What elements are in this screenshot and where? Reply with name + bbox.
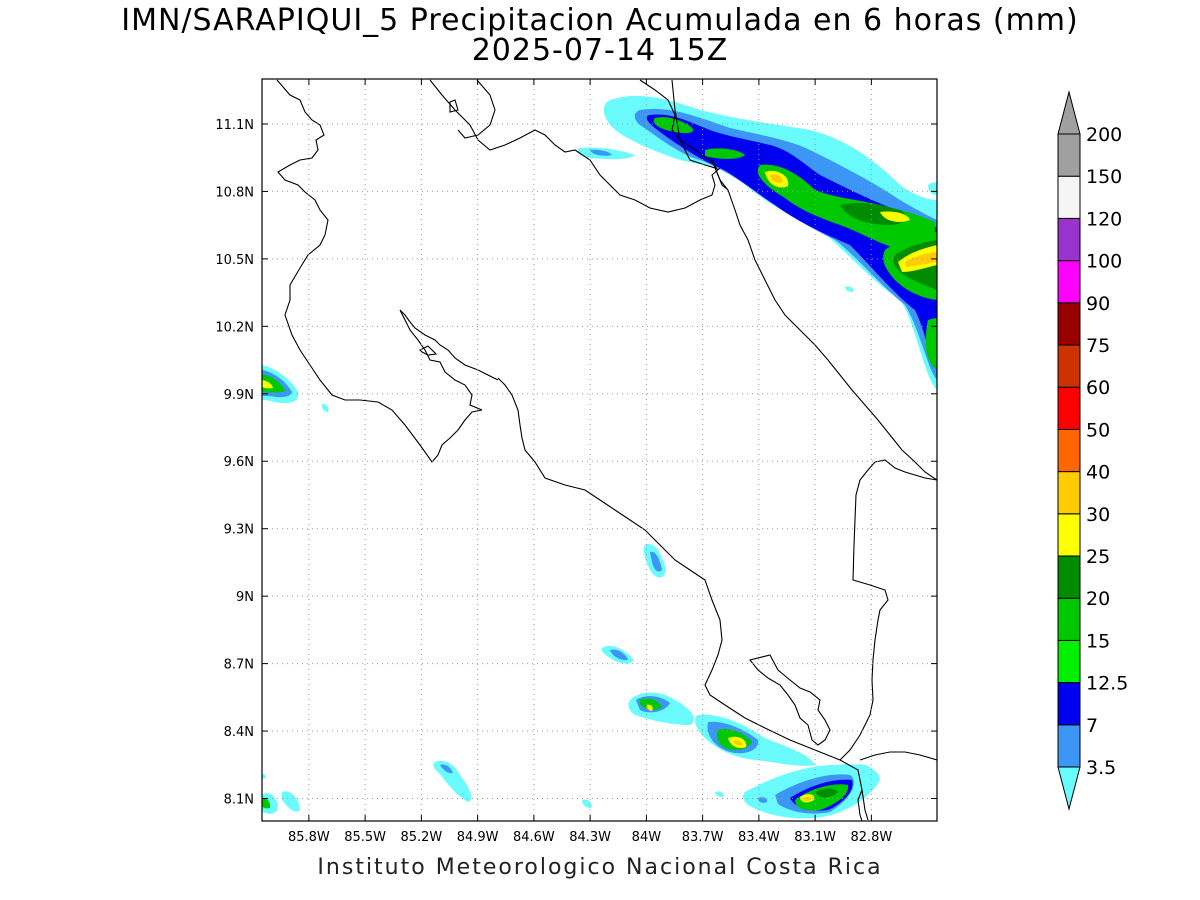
- lon-tick-label: 83.7W: [682, 830, 724, 845]
- colorbar-level-label: 120: [1086, 208, 1122, 230]
- map-frame: [261, 78, 938, 822]
- lon-tick-label: 84.3W: [569, 830, 611, 845]
- colorbar-level-label: 75: [1086, 335, 1110, 357]
- map-gridlines: [262, 79, 937, 821]
- northwest-coastline: [276, 79, 483, 463]
- lon-tick-label: 83.4W: [738, 830, 780, 845]
- panama-south-coast: [859, 751, 937, 761]
- lat-tick-label: 11.1N: [215, 118, 254, 133]
- lat-tick-label: 10.2N: [215, 320, 254, 335]
- map-subtitle-datetime: 2025-07-14 15Z: [471, 33, 729, 68]
- colorbar-level-label: 25: [1086, 546, 1110, 568]
- colorbar-level-label: 60: [1086, 377, 1110, 399]
- longitude-axis: 85.8W 85.5W 85.2W 84.9W 84.6W 84.3W 84W 83.7W 83…: [288, 79, 892, 845]
- osa-peninsula: [749, 654, 831, 746]
- lat-tick-label: 10.8N: [215, 185, 254, 200]
- colorbar-swatch: [1057, 724, 1081, 768]
- colorbar-level-label: 30: [1086, 504, 1110, 526]
- colorbar-min-triangle: [1057, 766, 1081, 811]
- lat-tick-label: 9N: [236, 590, 254, 605]
- colorbar-swatch: [1057, 344, 1081, 388]
- colorbar-swatch: [1057, 175, 1081, 219]
- lat-tick-label: 8.4N: [224, 725, 254, 740]
- precip-cell-ne-band: [577, 95, 937, 391]
- lat-tick-label: 9.3N: [224, 523, 254, 538]
- nicaragua-border: [429, 79, 721, 213]
- small-island: [449, 99, 459, 113]
- colorbar-swatch: [1057, 682, 1081, 726]
- central-pacific-coast: [497, 377, 869, 821]
- nicoya-island: [419, 345, 438, 356]
- colorbar-level-label: 3.5: [1086, 757, 1116, 779]
- panama-north-coast: [874, 459, 937, 481]
- coastlines-borders: [276, 79, 937, 821]
- colorbar-level-label: 50: [1086, 419, 1110, 441]
- colorbar-swatch: [1057, 260, 1081, 304]
- burica-peninsula: [857, 789, 863, 821]
- colorbar-level-label: 100: [1086, 251, 1122, 273]
- lon-tick-label: 84.9W: [457, 830, 499, 845]
- colorbar-level-label: 12.5: [1086, 673, 1128, 695]
- colorbar-level-label: 20: [1086, 588, 1110, 610]
- lon-tick-label: 85.8W: [288, 830, 330, 845]
- lon-tick-label: 82.8W: [850, 830, 892, 845]
- lon-tick-label: 85.2W: [400, 830, 442, 845]
- nicaragua-lake-shore: [639, 79, 719, 171]
- colorbar-swatch: [1057, 471, 1081, 515]
- colorbar-swatch: [1057, 133, 1081, 177]
- colorbar-swatch: [1057, 302, 1081, 346]
- lat-tick-label: 8.7N: [224, 658, 254, 673]
- colorbar-swatch: [1057, 217, 1081, 262]
- colorbar-level-label: 90: [1086, 293, 1110, 315]
- colorbar-level-label: 150: [1086, 166, 1122, 188]
- colorbar-level-label: 7: [1086, 715, 1098, 737]
- latitude-axis: 11.1N 10.8N 10.5N 10.2N 9.9N 9.6N 9.3N 9N 8.7N 8.…: [215, 118, 937, 808]
- lat-tick-label: 9.6N: [224, 455, 254, 470]
- lat-tick-label: 8.1N: [224, 793, 254, 808]
- colorbar-swatch: [1057, 428, 1081, 473]
- colorbar-legend: 3.5 7 12.5 15 20 25 30 40 50 60 75 90 100 120 150 200: [1057, 90, 1128, 811]
- lon-tick-label: 84.6W: [513, 830, 555, 845]
- rio-border-ne: [711, 159, 729, 191]
- lon-tick-label: 85.5W: [344, 830, 386, 845]
- precip-cell-west: [262, 365, 329, 412]
- lat-tick-label: 9.9N: [224, 388, 254, 403]
- lat-tick-label: 10.5N: [215, 253, 254, 268]
- lon-tick-label: 83.1W: [794, 830, 836, 845]
- colorbar-swatch: [1057, 639, 1081, 684]
- nicoya-gulf: [399, 309, 499, 411]
- panama-border: [839, 461, 889, 761]
- colorbar-max-triangle: [1057, 90, 1081, 135]
- colorbar-swatch: [1057, 597, 1081, 641]
- map-title: IMN/SARAPIQUI_5 Precipitacion Acumulada …: [121, 3, 1079, 38]
- precipitation-field: [262, 95, 937, 819]
- footer-credit: Instituto Meteorologico Nacional Costa R…: [317, 855, 883, 880]
- colorbar-level-label: 40: [1086, 462, 1110, 484]
- precip-cells-south: [262, 544, 880, 819]
- colorbar-swatch: [1057, 555, 1081, 599]
- colorbar-swatch: [1057, 513, 1081, 557]
- colorbar-level-label: 15: [1086, 630, 1110, 652]
- lon-tick-label: 84W: [632, 830, 662, 845]
- caribbean-coast: [671, 79, 937, 481]
- colorbar-level-label: 200: [1086, 124, 1122, 146]
- north-coast-nicaragua: [457, 79, 496, 139]
- colorbar-swatch: [1057, 386, 1081, 430]
